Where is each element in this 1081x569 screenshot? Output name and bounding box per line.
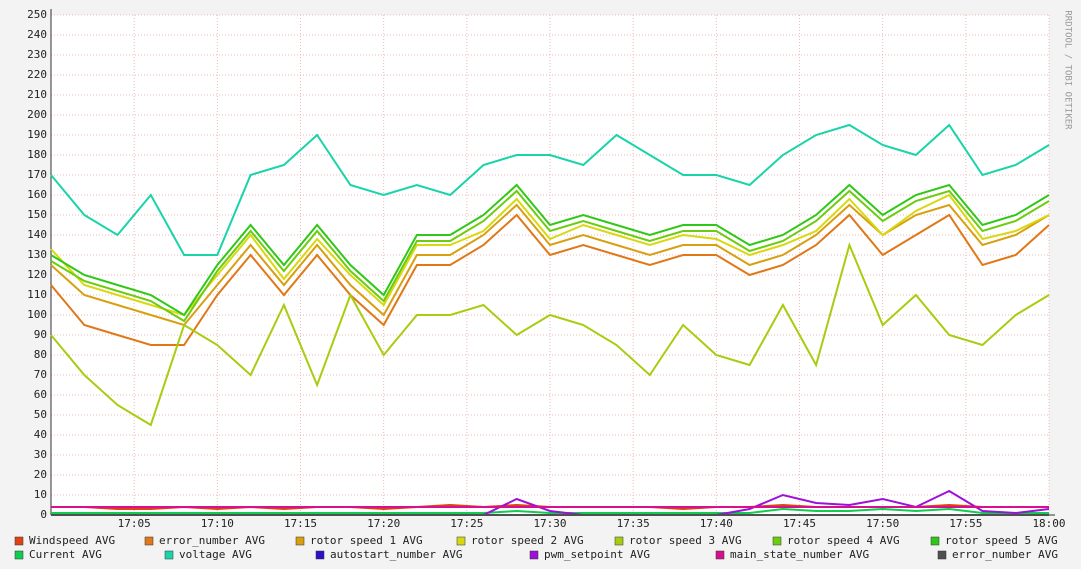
x-tick-label: 17:25 xyxy=(450,517,483,530)
legend-label: rotor speed 5 AVG xyxy=(945,534,1058,547)
y-tick-label: 240 xyxy=(27,28,47,41)
x-tick-label: 17:50 xyxy=(866,517,899,530)
x-tick-label: 17:35 xyxy=(617,517,650,530)
y-tick-label: 180 xyxy=(27,148,47,161)
legend-swatch xyxy=(14,536,24,546)
y-tick-label: 70 xyxy=(34,368,47,381)
y-tick-label: 10 xyxy=(34,488,47,501)
y-tick-label: 130 xyxy=(27,248,47,261)
legend-label: Current AVG xyxy=(29,548,102,561)
series-line xyxy=(50,213,1050,346)
y-tick-label: 20 xyxy=(34,468,47,481)
x-tick-label: 17:20 xyxy=(367,517,400,530)
legend-swatch xyxy=(14,550,24,560)
legend-label: rotor speed 3 AVG xyxy=(629,534,742,547)
legend-swatch xyxy=(529,550,539,560)
legend-label: rotor speed 4 AVG xyxy=(787,534,900,547)
series-line xyxy=(50,241,1050,427)
legend-swatch xyxy=(456,536,466,546)
series-line xyxy=(50,183,1050,317)
y-tick-label: 110 xyxy=(27,288,47,301)
y-tick-label: 120 xyxy=(27,268,47,281)
x-tick-label: 17:40 xyxy=(700,517,733,530)
legend-swatch xyxy=(930,536,940,546)
series-line xyxy=(50,189,1050,323)
y-tick-label: 150 xyxy=(27,208,47,221)
x-tick-label: 17:45 xyxy=(783,517,816,530)
y-tick-label: 50 xyxy=(34,408,47,421)
legend-label: Windspeed AVG xyxy=(29,534,115,547)
legend-label: autostart_number AVG xyxy=(330,548,462,561)
y-tick-label: 220 xyxy=(27,68,47,81)
legend-swatch xyxy=(295,536,305,546)
y-tick-label: 80 xyxy=(34,348,47,361)
y-tick-label: 170 xyxy=(27,168,47,181)
legend-label: voltage AVG xyxy=(179,548,252,561)
legend-swatch xyxy=(614,536,624,546)
legend-swatch xyxy=(937,550,947,560)
legend-label: rotor speed 2 AVG xyxy=(471,534,584,547)
legend-swatch xyxy=(315,550,325,560)
y-tick-label: 210 xyxy=(27,88,47,101)
y-tick-label: 160 xyxy=(27,188,47,201)
legend-label: rotor speed 1 AVG xyxy=(310,534,423,547)
x-tick-label: 17:30 xyxy=(533,517,566,530)
y-tick-label: 100 xyxy=(27,308,47,321)
y-tick-label: 200 xyxy=(27,108,47,121)
legend-label: error_number AVG xyxy=(952,548,1058,561)
y-tick-label: 190 xyxy=(27,128,47,141)
watermark: RRDTOOL / TOBI OETIKER xyxy=(1063,10,1073,130)
legend-label: error_number AVG xyxy=(159,534,265,547)
legend-label: pwm_setpoint AVG xyxy=(544,548,650,561)
y-tick-label: 0 xyxy=(40,508,47,521)
y-tick-label: 60 xyxy=(34,388,47,401)
series-line xyxy=(51,507,1049,514)
y-tick-label: 90 xyxy=(34,328,47,341)
legend-swatch xyxy=(164,550,174,560)
y-tick-label: 30 xyxy=(34,448,47,461)
x-tick-label: 17:15 xyxy=(284,517,317,530)
legend-swatch xyxy=(715,550,725,560)
series-line xyxy=(50,193,1050,317)
x-tick-label: 18:00 xyxy=(1032,517,1065,530)
legend-label: main_state_number AVG xyxy=(730,548,869,561)
y-tick-label: 250 xyxy=(27,8,47,21)
x-tick-label: 17:05 xyxy=(118,517,151,530)
series-line xyxy=(50,123,1050,256)
legend-swatch xyxy=(144,536,154,546)
y-tick-label: 140 xyxy=(27,228,47,241)
y-tick-label: 230 xyxy=(27,48,47,61)
legend-swatch xyxy=(772,536,782,546)
x-tick-label: 17:55 xyxy=(949,517,982,530)
y-tick-label: 40 xyxy=(34,428,47,441)
x-tick-label: 17:10 xyxy=(201,517,234,530)
